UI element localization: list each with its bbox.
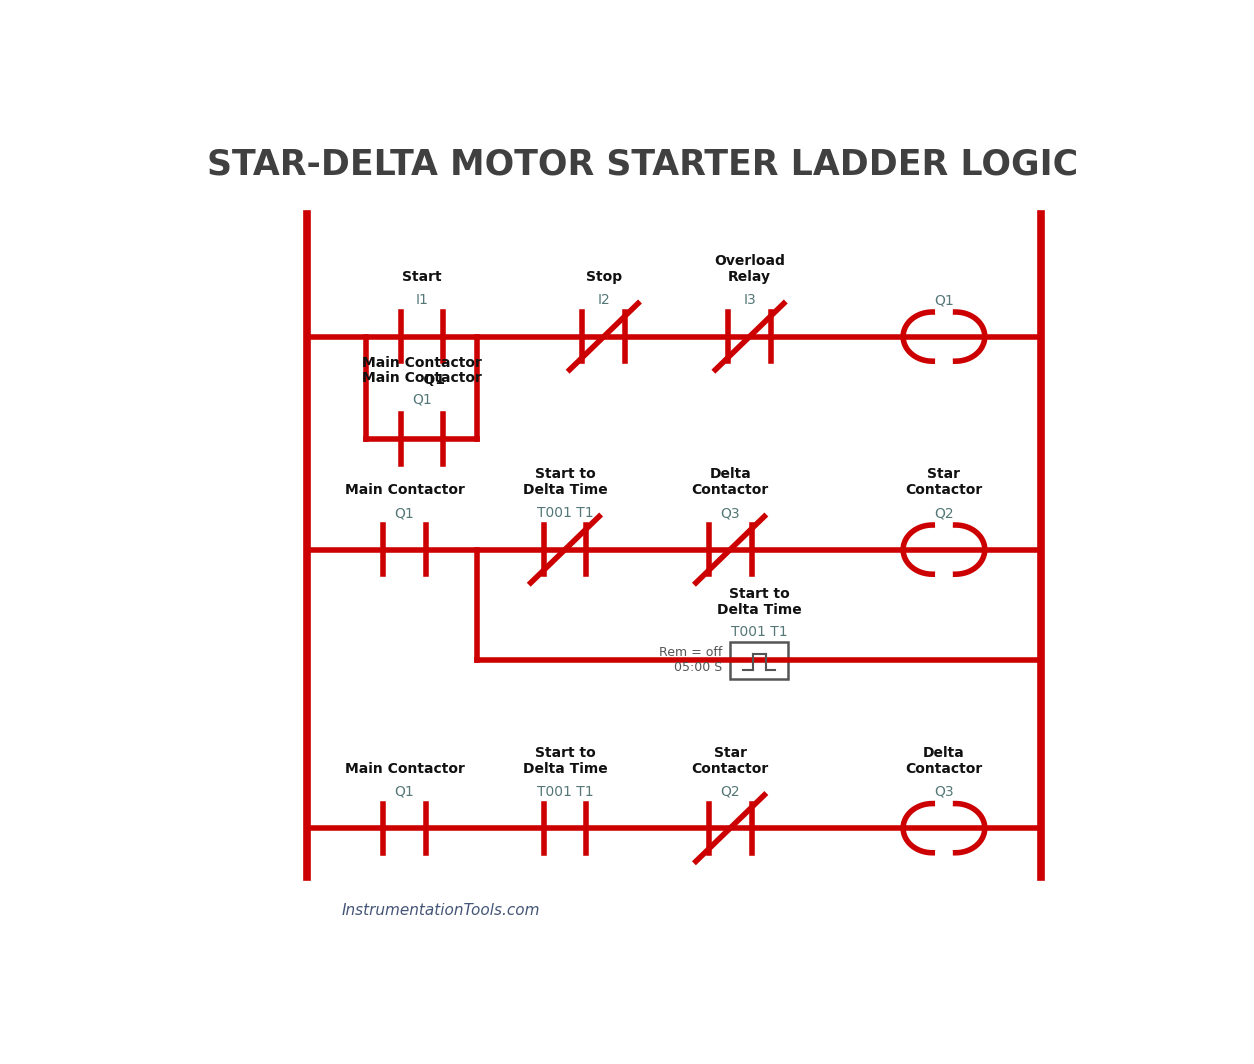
Text: Main Contactor
     Q1: Main Contactor Q1	[362, 356, 482, 386]
Text: Start to
Delta Time: Start to Delta Time	[717, 587, 801, 617]
Text: Main Contactor: Main Contactor	[345, 762, 464, 776]
Text: Main Contactor: Main Contactor	[362, 371, 482, 385]
Text: Rem = off
05:00 S: Rem = off 05:00 S	[660, 646, 722, 675]
Text: Star
Contactor: Star Contactor	[905, 467, 983, 497]
Text: Overload
Relay: Overload Relay	[714, 254, 785, 284]
Text: Q1: Q1	[395, 506, 414, 520]
Text: T001 T1: T001 T1	[537, 506, 593, 520]
Text: InstrumentationTools.com: InstrumentationTools.com	[341, 902, 540, 917]
Text: I3: I3	[744, 293, 756, 307]
Text: Start: Start	[403, 270, 441, 284]
Text: Q2: Q2	[934, 506, 954, 520]
Text: Main Contactor: Main Contactor	[345, 483, 464, 497]
Text: Q3: Q3	[720, 506, 740, 520]
Text: T001 T1: T001 T1	[731, 625, 788, 638]
Text: I2: I2	[597, 293, 611, 307]
Text: Stop: Stop	[586, 270, 622, 284]
Text: Start to
Delta Time: Start to Delta Time	[523, 467, 607, 497]
Text: I1: I1	[415, 293, 429, 307]
Text: Delta
Contactor: Delta Contactor	[691, 467, 769, 497]
Text: Delta
Contactor: Delta Contactor	[905, 746, 983, 776]
Text: T001 T1: T001 T1	[537, 784, 593, 799]
Text: Q2: Q2	[720, 784, 740, 799]
Text: STAR-DELTA MOTOR STARTER LADDER LOGIC: STAR-DELTA MOTOR STARTER LADDER LOGIC	[207, 148, 1078, 182]
Text: Q1: Q1	[413, 393, 431, 406]
Text: Star
Contactor: Star Contactor	[691, 746, 769, 776]
Text: Q1: Q1	[395, 784, 414, 799]
Text: Q1: Q1	[934, 293, 954, 307]
Bar	[730, 642, 789, 679]
Text: Q3: Q3	[934, 784, 954, 799]
Text: Start to
Delta Time: Start to Delta Time	[523, 746, 607, 776]
